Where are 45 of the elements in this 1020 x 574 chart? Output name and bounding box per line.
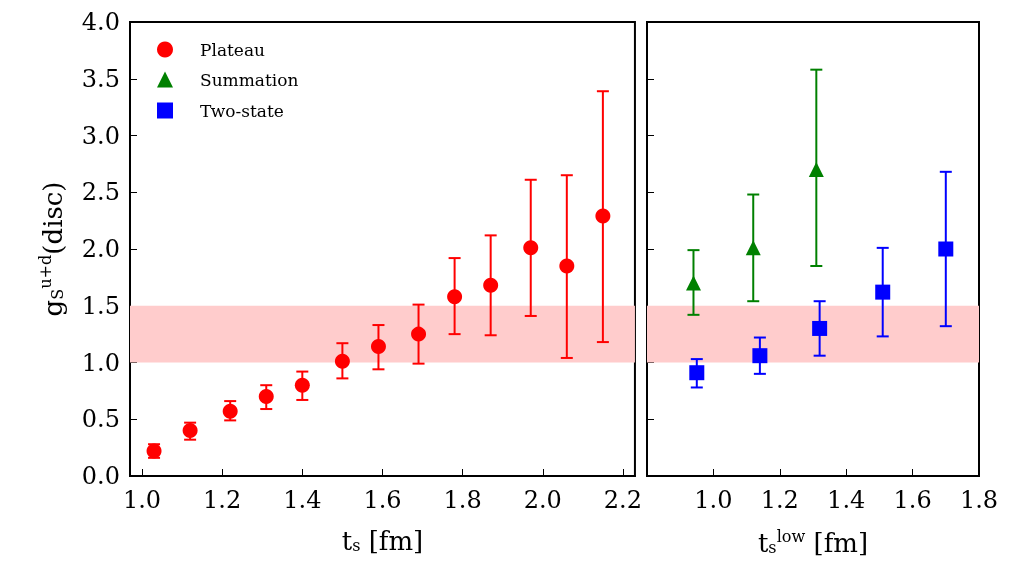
- point: [808, 162, 824, 178]
- point: [938, 241, 954, 257]
- x-tick-label: 1.4: [827, 486, 866, 514]
- x-tick-label: 2.2: [603, 486, 642, 514]
- x-tick-label: 1.6: [363, 486, 402, 514]
- y-tick-label: 2.5: [81, 178, 120, 207]
- x-tick-label: 1.4: [283, 486, 322, 514]
- x-tick-label: 1.0: [122, 486, 162, 514]
- x-tick-label: 2.0: [523, 486, 562, 514]
- x-axis-title: tslow [fm]: [757, 526, 869, 559]
- legend-label: Two-state: [200, 100, 284, 121]
- point: [523, 240, 539, 256]
- x-tick-label: 1.8: [443, 486, 482, 514]
- point: [685, 275, 701, 291]
- point: [411, 326, 427, 342]
- point: [875, 284, 891, 300]
- point: [447, 289, 463, 305]
- y-tick-label: 4.0: [81, 8, 120, 36]
- point: [294, 377, 310, 393]
- point: [689, 365, 705, 381]
- point: [745, 240, 761, 256]
- x-tick-label: 1.8: [959, 486, 999, 514]
- x-tick-label: 1.0: [694, 486, 733, 514]
- point: [258, 389, 274, 405]
- y-axis-title: gSu+d(disc): [36, 181, 68, 317]
- point: [752, 348, 768, 364]
- y-tick-label: 0.5: [81, 405, 120, 434]
- point: [483, 277, 499, 293]
- point: [595, 208, 611, 224]
- y-tick-label: 2.0: [81, 235, 120, 263]
- legend-label: Summation: [200, 69, 299, 90]
- legend-label: Plateau: [200, 39, 266, 60]
- y-tick-label: 0.0: [81, 462, 120, 490]
- y-tick-label: 1.5: [81, 291, 120, 320]
- point: [334, 353, 350, 369]
- point: [370, 339, 386, 355]
- y-tick-label: 3.5: [81, 64, 120, 93]
- point: [559, 258, 575, 274]
- y-tick-label: 3.0: [81, 121, 120, 150]
- point: [812, 320, 828, 336]
- x-tick-label: 1.6: [893, 486, 932, 514]
- x-axis-title: ts [fm]: [341, 526, 424, 556]
- y-tick-label: 1.0: [81, 348, 120, 377]
- x-tick-label: 1.2: [760, 486, 799, 514]
- x-tick-label: 1.2: [203, 486, 242, 514]
